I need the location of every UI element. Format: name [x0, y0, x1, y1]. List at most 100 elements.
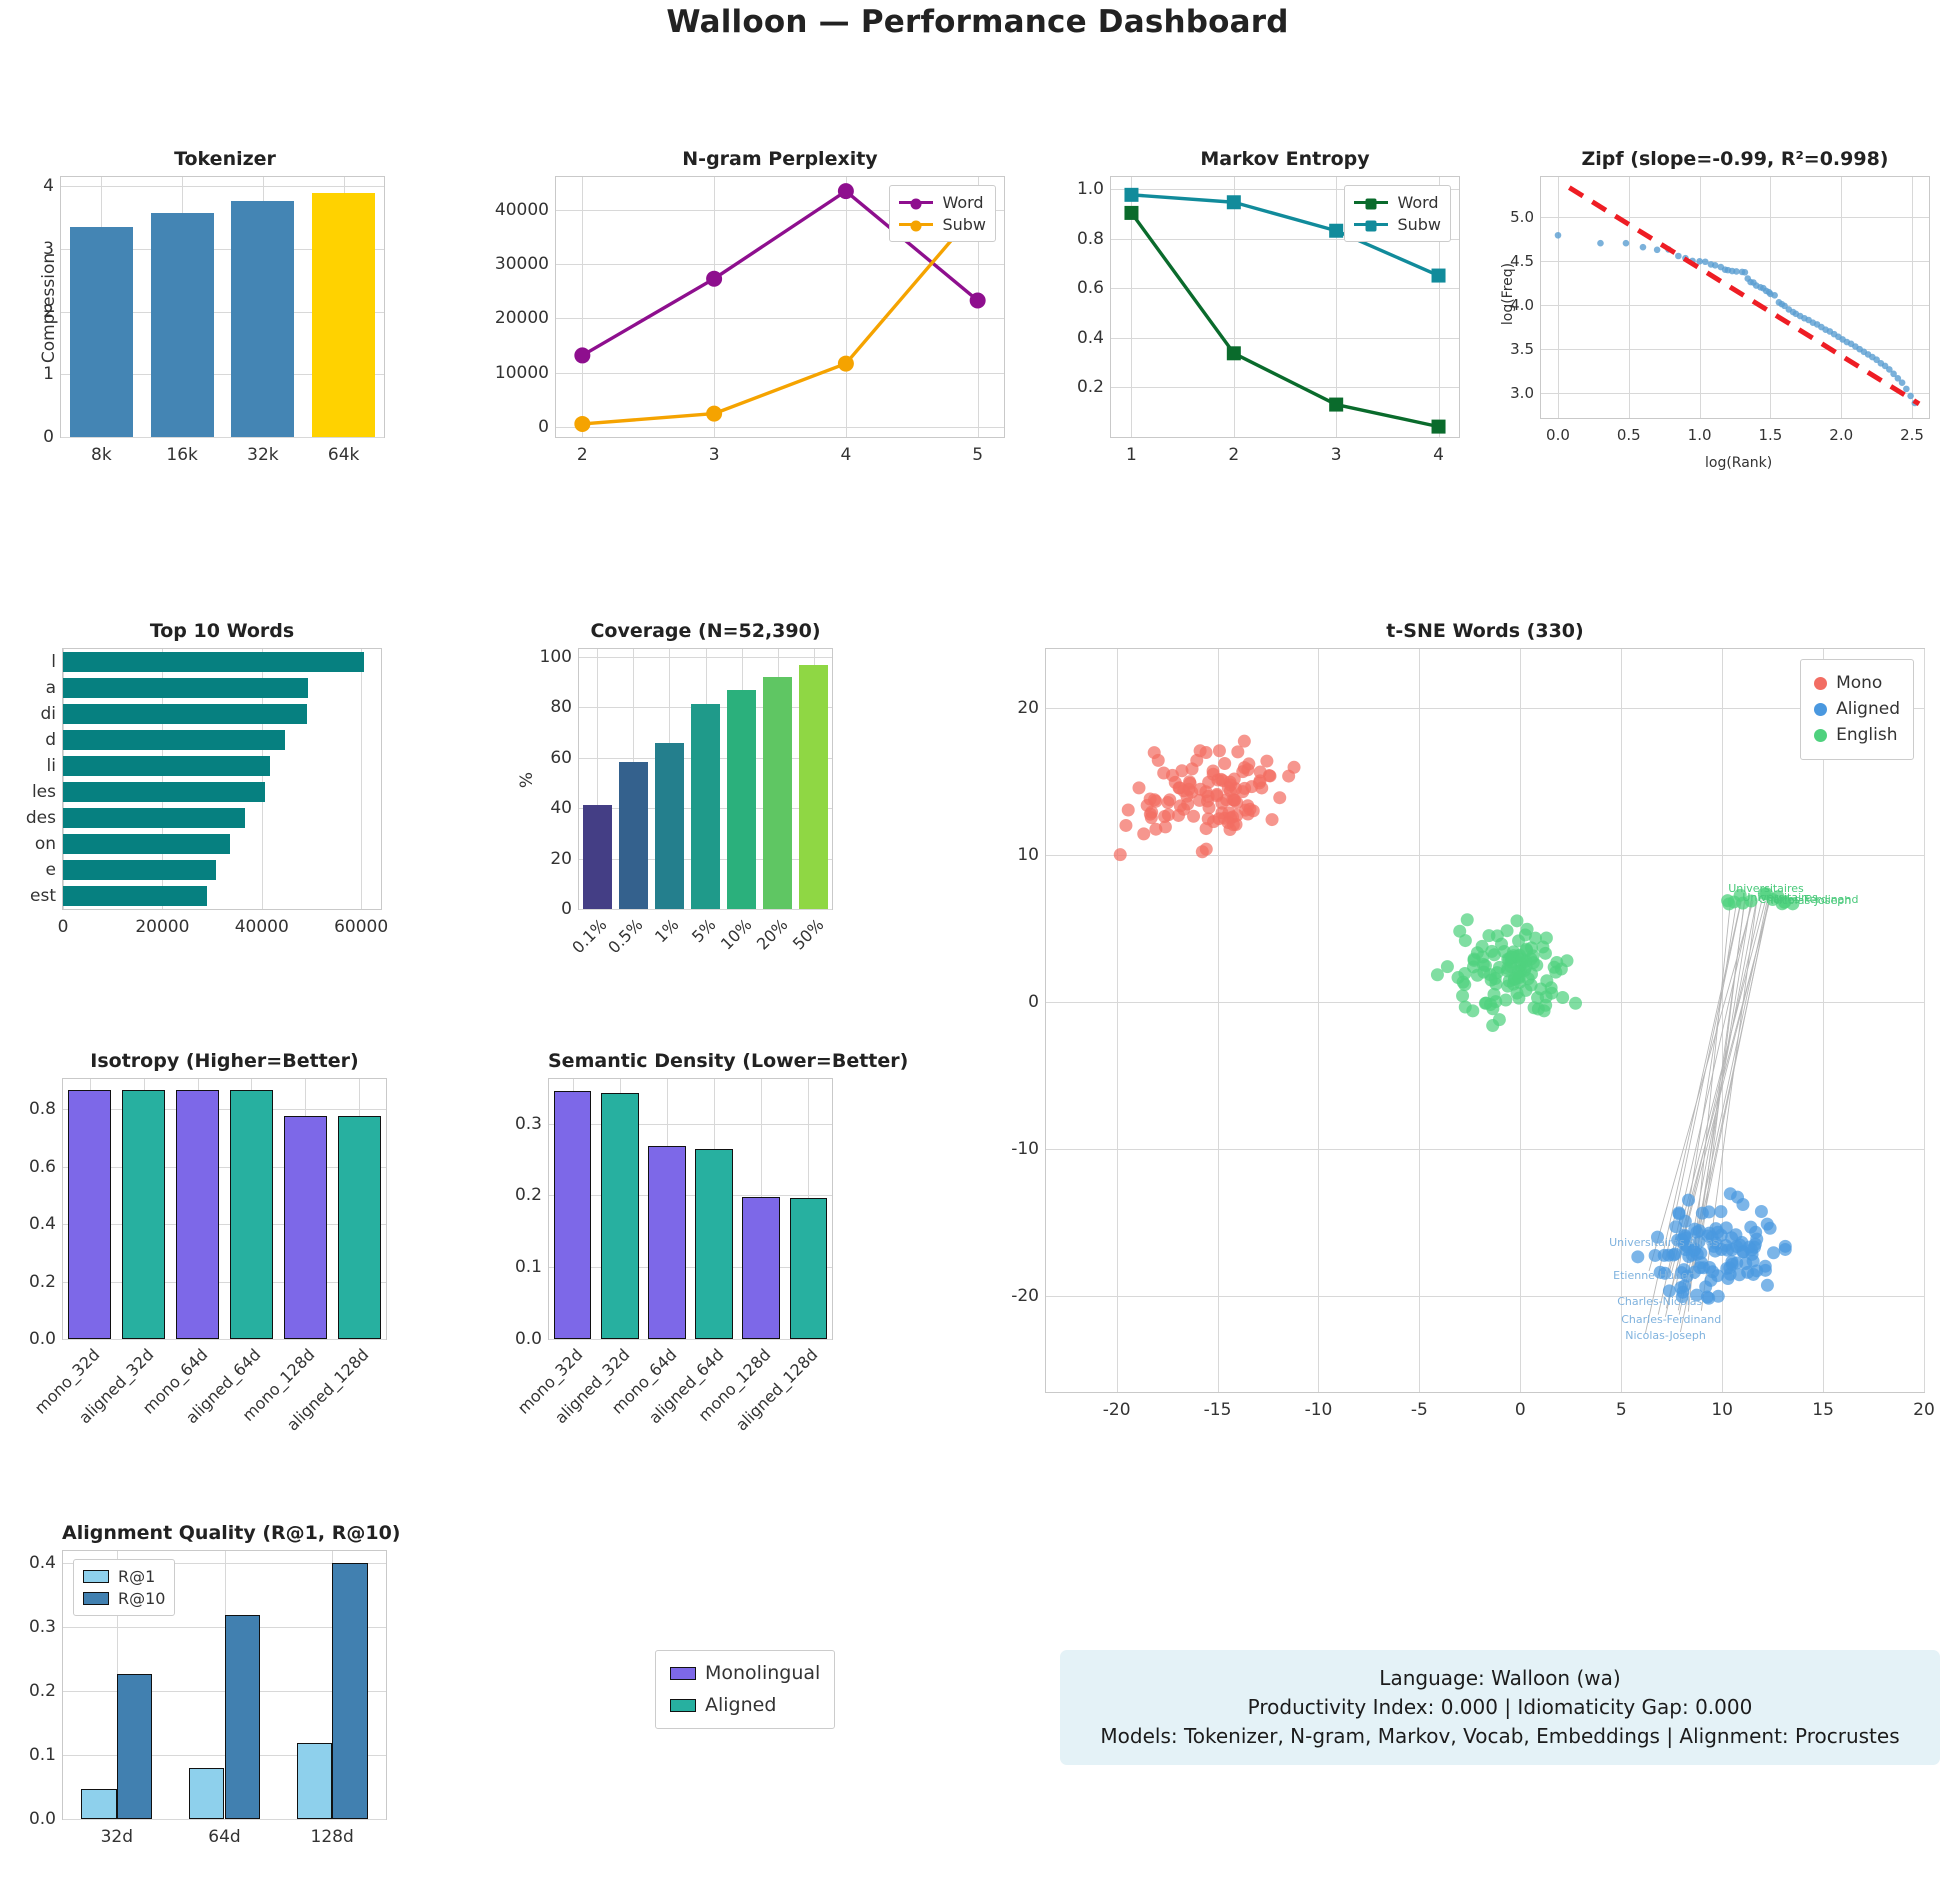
- chart-tsne: t-SNE Words (330) -20 -10 0 10 20 -20 -15 -10 -5…: [1011, 620, 1935, 1420]
- gridline-x: [162, 649, 164, 909]
- legend-label-aligned: Aligned: [705, 1693, 777, 1716]
- y-tick-label: l: [51, 652, 56, 672]
- bar-10%: [727, 689, 757, 909]
- y-tick-label: 40: [550, 798, 572, 819]
- top-words-title: Top 10 Words: [149, 620, 295, 642]
- gridline-y: [549, 1267, 832, 1269]
- y-tick-label: 0.4: [28, 1214, 56, 1235]
- y-tick-label: 1.0: [1076, 179, 1104, 200]
- bar-0.5%: [618, 762, 648, 909]
- gridline-x: [1318, 649, 1320, 1392]
- gridline-y: [63, 1281, 386, 1283]
- y-tick-label: 1: [43, 364, 54, 385]
- legend-row-Mono: Mono: [1814, 672, 1900, 695]
- tsne-title: t-SNE Words (330): [1386, 620, 1584, 642]
- x-tick-label: 4: [1433, 445, 1444, 465]
- y-tick-label: 5.0: [1510, 207, 1534, 226]
- x-tick-label: 10%: [716, 915, 756, 954]
- gridline-x: [1217, 649, 1219, 1392]
- gridline-x: [582, 177, 584, 437]
- tsne-point-label: Etienne-Hubert: [1613, 1268, 1697, 1282]
- y-tick-label: d: [45, 730, 56, 750]
- chart-coverage: Coverage (N=52,390) 0 20 40 60 80 100 0.1% 0.5%…: [517, 620, 833, 957]
- bar-a: [63, 678, 308, 698]
- tokenizer-ylabel: Compression: [39, 252, 60, 364]
- gridline-y: [1541, 305, 1929, 306]
- tsne-point-label: Nicolas-Joseph: [1770, 894, 1852, 908]
- legend-swatch-R@10: [83, 1591, 109, 1605]
- x-tick-label: 20%: [752, 915, 792, 954]
- y-tick-label: 0.2: [28, 1680, 56, 1701]
- bar-32d-R@10: [116, 1674, 153, 1819]
- gridline-y: [63, 1166, 386, 1168]
- y-tick-label: 0: [538, 417, 549, 438]
- gridline-x: [1621, 649, 1623, 1392]
- y-tick-label: 20: [1017, 697, 1039, 718]
- gridline-x: [1912, 177, 1913, 418]
- legend-swatch-Subw: [899, 220, 934, 232]
- y-tick-label: 0.0: [28, 1329, 56, 1349]
- legend-row-R@1: R@1: [83, 1566, 165, 1588]
- legend-label-R@10: R@10: [118, 1588, 166, 1608]
- coverage-ylabel: %: [517, 771, 538, 789]
- bar-des: [63, 808, 245, 828]
- x-tick-label: 1: [1126, 445, 1137, 465]
- tsne-legend: Mono Aligned English: [1800, 659, 1914, 760]
- gridline-x: [1924, 649, 1925, 1392]
- gridline-x: [1520, 649, 1522, 1392]
- bar-aligned_32d: [600, 1093, 639, 1339]
- x-tick-label: 16k: [166, 445, 198, 465]
- tokenizer-plot: 0 1 2 3 4 8k 16k 32k 64k: [43, 176, 385, 465]
- tsne-plot: -20 -10 0 10 20 -20 -15 -10 -5 0 5 10 15 20 Universita…: [1011, 648, 1935, 1420]
- line-series: [1124, 187, 1446, 434]
- x-tick-label: 2.5: [1900, 426, 1924, 444]
- semantic-density-plot: 0.0 0.1 0.2 0.3 mono_32d aligned_32d mono_64d a…: [513, 1078, 833, 1435]
- coverage-plot: 0 20 40 60 80 100 0.1% 0.5% 1% 5% 10% 20% 50%: [540, 647, 833, 957]
- y-tick-label: a: [45, 678, 56, 698]
- y-tick-label: 3: [43, 239, 54, 260]
- y-tick-label: 0: [561, 899, 572, 919]
- x-tick-label: 8k: [91, 445, 112, 465]
- x-tick-label: 64d: [208, 1827, 241, 1847]
- x-tick-label: 32k: [247, 445, 279, 465]
- y-tick-label: 2: [43, 301, 54, 322]
- bar-1%: [654, 743, 684, 909]
- y-tick-label: 3.5: [1510, 340, 1534, 359]
- legend-marker-Word: [910, 198, 922, 210]
- tsne-point-label: Universitaires Alpes,: [1609, 1236, 1722, 1250]
- alignment-quality-title: Alignment Quality (R@1, R@10): [62, 1522, 401, 1544]
- bar-64d-R@10: [224, 1615, 261, 1819]
- zipf-points: [1554, 185, 1921, 407]
- chart-top-words: Top 10 Words 0 20000 40000 60000 l a di d li les d…: [26, 620, 388, 937]
- y-tick-label: 0: [1028, 992, 1039, 1013]
- x-tick-label: 1.0: [1687, 426, 1712, 444]
- bar-64d-R@1: [188, 1767, 225, 1819]
- legend-label-Subw: Subw: [942, 214, 986, 234]
- monolingual-swatch: [670, 1667, 696, 1681]
- bar-20%: [763, 677, 793, 909]
- y-tick-label: 0.8: [28, 1099, 56, 1120]
- chart-alignment-quality: Alignment Quality (R@1, R@10) 0.0 0.1 0.2 0…: [29, 1522, 401, 1847]
- x-tick-label: 3: [1330, 445, 1342, 465]
- zipf-title: Zipf (slope=-0.99, R²=0.998): [1581, 148, 1889, 170]
- chart-zipf: Zipf (slope=-0.99, R²=0.998) 3.0 3.5 4.0 4.…: [1500, 148, 1930, 471]
- y-tick-label: 0.3: [514, 1113, 542, 1134]
- gridline-y: [556, 209, 1004, 211]
- legend-label-monolingual: Monolingual: [705, 1662, 821, 1684]
- y-tick-label: 0.2: [28, 1271, 56, 1292]
- y-tick-label: 30000: [494, 254, 549, 275]
- gridline-y: [61, 311, 384, 313]
- gridline-y: [556, 372, 1004, 374]
- y-tick-label: 3.0: [1510, 384, 1534, 403]
- coverage-title: Coverage (N=52,390): [590, 620, 821, 642]
- gridline-x: [1722, 649, 1724, 1392]
- y-tick-label: 20: [550, 848, 572, 869]
- legend-row-Word: Word: [1354, 192, 1441, 214]
- y-tick-label: -10: [1011, 1139, 1039, 1160]
- bar-les: [63, 782, 266, 802]
- zipf-ylabel: log(Freq): [1500, 262, 1517, 326]
- gridline-y: [61, 249, 384, 251]
- y-tick-label: 0.1: [28, 1744, 56, 1765]
- bar-64k: [312, 193, 376, 437]
- y-tick-label: 4: [43, 176, 54, 197]
